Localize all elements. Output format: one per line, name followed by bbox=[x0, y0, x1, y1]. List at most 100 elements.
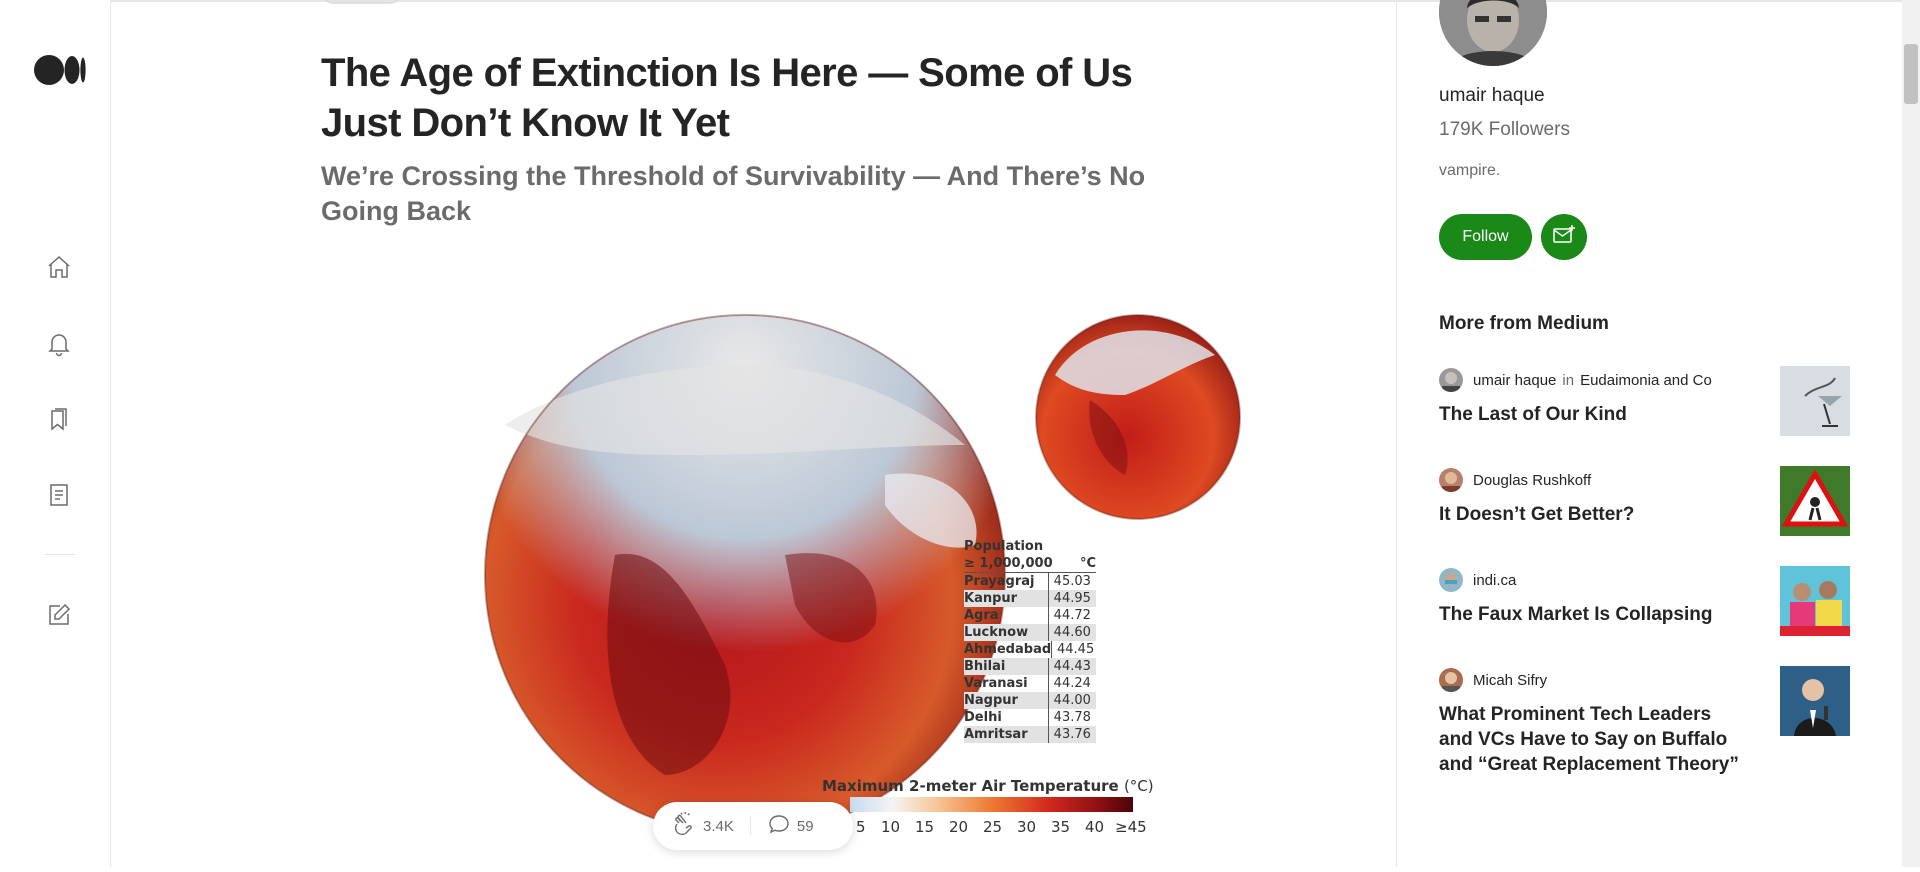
table-header-population: ≥ 1,000,000 bbox=[964, 556, 1053, 571]
left-nav-rail bbox=[0, 0, 111, 867]
table-city: Amritsar bbox=[964, 727, 1028, 742]
author-avatar[interactable] bbox=[1439, 0, 1547, 66]
table-city: Ahmedabad bbox=[964, 642, 1052, 657]
table-value: 43.76 bbox=[1047, 726, 1096, 743]
clap-count: 3.4K bbox=[703, 817, 734, 835]
story-meta: indi.ca bbox=[1439, 568, 1849, 592]
table-header-line1: Population bbox=[964, 539, 1044, 554]
recommended-story[interactable]: indi.ca The Faux Market Is Collapsing bbox=[1439, 566, 1850, 636]
table-city: Agra bbox=[964, 608, 999, 623]
story-author[interactable]: indi.ca bbox=[1473, 571, 1517, 589]
recommended-story[interactable]: Douglas Rushkoff It Doesn’t Get Better? bbox=[1439, 466, 1850, 536]
story-in: in bbox=[1562, 371, 1575, 389]
bookmarks-icon[interactable] bbox=[45, 405, 73, 433]
byline-remnant bbox=[322, 0, 402, 4]
table-city: Prayagraj bbox=[964, 574, 1035, 589]
responses-button[interactable]: 59 bbox=[767, 812, 814, 840]
floating-action-bar: 3.4K 59 bbox=[653, 802, 853, 850]
table-city: Kanpur bbox=[964, 591, 1018, 606]
right-sidebar: umair haque 179K Followers vampire. Foll… bbox=[1396, 0, 1920, 867]
clap-button[interactable]: 3.4K bbox=[671, 811, 734, 841]
table-row: Lucknow 44.60 bbox=[964, 624, 1096, 641]
write-icon[interactable] bbox=[45, 601, 73, 629]
table-value: 44.95 bbox=[1047, 590, 1096, 607]
mail-plus-icon bbox=[1552, 223, 1576, 252]
author-avatar[interactable] bbox=[1439, 568, 1463, 592]
article-subtitle: We’re Crossing the Threshold of Survivab… bbox=[321, 161, 1146, 226]
author-bio: vampire. bbox=[1439, 162, 1501, 179]
table-row: Varanasi 44.24 bbox=[964, 675, 1096, 692]
story-meta: Micah Sifry bbox=[1439, 668, 1849, 692]
scrollbar-thumb[interactable] bbox=[1904, 44, 1918, 104]
story-author[interactable]: umair haque bbox=[1473, 371, 1557, 389]
story-title[interactable]: The Faux Market Is Collapsing bbox=[1439, 604, 1713, 625]
story-publication[interactable]: Eudaimonia and Co bbox=[1580, 371, 1712, 389]
page-scrollbar[interactable] bbox=[1902, 0, 1920, 867]
story-meta: Douglas Rushkoff bbox=[1439, 468, 1849, 492]
story-thumbnail[interactable] bbox=[1780, 566, 1850, 636]
table-header-unit: °C bbox=[1079, 556, 1096, 571]
legend-tick: 25 bbox=[983, 818, 1003, 836]
top-border bbox=[0, 0, 1920, 2]
author-name[interactable]: umair haque bbox=[1439, 85, 1545, 106]
home-icon[interactable] bbox=[45, 253, 73, 281]
table-city: Varanasi bbox=[964, 676, 1028, 691]
legend-color-bar bbox=[850, 797, 1133, 812]
subscribe-button[interactable] bbox=[1541, 214, 1587, 260]
follower-count[interactable]: 179K Followers bbox=[1439, 119, 1570, 140]
rail-divider bbox=[44, 554, 76, 555]
comment-icon bbox=[767, 812, 791, 840]
legend-tick: 10 bbox=[881, 818, 901, 836]
table-city: Nagpur bbox=[964, 693, 1018, 708]
table-value: 44.24 bbox=[1047, 675, 1096, 692]
table-row: Bhilai 44.43 bbox=[964, 658, 1096, 675]
story-title[interactable]: What Prominent Tech Leaders and VCs Have… bbox=[1439, 704, 1739, 775]
legend-tick: 40 bbox=[1085, 818, 1105, 836]
temperature-table: Population ≥ 1,000,000 °C Prayagraj 45.03… bbox=[964, 538, 1098, 743]
legend-tick: 20 bbox=[949, 818, 969, 836]
legend-tick: 35 bbox=[1051, 818, 1071, 836]
legend-tick: ≥45 bbox=[1115, 818, 1147, 836]
bell-icon[interactable] bbox=[45, 330, 73, 358]
article-title: The Age of Extinction Is Here — Some of … bbox=[321, 51, 1133, 145]
table-row: Prayagraj 45.03 bbox=[964, 573, 1096, 590]
follow-button[interactable]: Follow bbox=[1439, 214, 1532, 260]
author-avatar[interactable] bbox=[1439, 468, 1463, 492]
table-value: 44.45 bbox=[1051, 641, 1096, 658]
table-row: Ahmedabad 44.45 bbox=[964, 641, 1096, 658]
legend-tick: 30 bbox=[1017, 818, 1037, 836]
story-thumbnail[interactable] bbox=[1780, 466, 1850, 536]
table-row: Amritsar 43.76 bbox=[964, 726, 1096, 743]
heat-globes-image bbox=[484, 314, 1241, 836]
author-avatar[interactable] bbox=[1439, 668, 1463, 692]
table-value: 44.72 bbox=[1047, 607, 1096, 624]
story-thumbnail[interactable] bbox=[1780, 666, 1850, 736]
table-row: Nagpur 44.00 bbox=[964, 692, 1096, 709]
table-row: Delhi 43.78 bbox=[964, 709, 1096, 726]
legend-tick: 5 bbox=[856, 818, 866, 836]
article-figure bbox=[365, 305, 1265, 867]
recommended-story[interactable]: umair haque in Eudaimonia and Co The Las… bbox=[1439, 366, 1850, 436]
story-title[interactable]: It Doesn’t Get Better? bbox=[1439, 504, 1635, 525]
story-author[interactable]: Douglas Rushkoff bbox=[1473, 471, 1592, 489]
response-count: 59 bbox=[796, 817, 814, 835]
table-header-line2: ≥ 1,000,000 °C bbox=[964, 555, 1096, 573]
table-city: Lucknow bbox=[964, 625, 1029, 640]
story-title[interactable]: The Last of Our Kind bbox=[1439, 404, 1627, 425]
more-from-medium-heading: More from Medium bbox=[1439, 313, 1609, 334]
article-main: The Age of Extinction Is Here — Some of … bbox=[110, 0, 1396, 867]
clap-icon bbox=[671, 811, 697, 841]
table-value: 45.03 bbox=[1047, 573, 1096, 590]
story-author[interactable]: Micah Sifry bbox=[1473, 671, 1548, 689]
medium-logo[interactable] bbox=[34, 55, 86, 90]
story-thumbnail[interactable] bbox=[1780, 366, 1850, 436]
action-separator bbox=[749, 817, 751, 835]
table-value: 44.00 bbox=[1047, 692, 1096, 709]
author-avatar[interactable] bbox=[1439, 368, 1463, 392]
legend-tick: 15 bbox=[915, 818, 935, 836]
table-city: Bhilai bbox=[964, 659, 1006, 674]
story-meta: umair haque in Eudaimonia and Co bbox=[1439, 368, 1849, 392]
stories-icon[interactable] bbox=[45, 481, 73, 509]
recommended-story[interactable]: Micah Sifry What Prominent Tech Leaders … bbox=[1439, 666, 1850, 777]
table-value: 44.60 bbox=[1047, 624, 1096, 641]
